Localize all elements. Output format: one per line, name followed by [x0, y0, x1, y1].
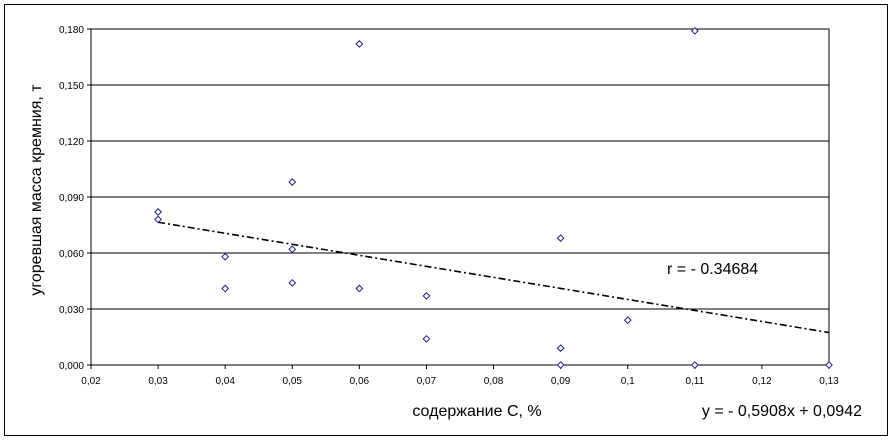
trendline	[157, 221, 830, 334]
data-point	[154, 208, 162, 216]
x-tick-label: 0,11	[685, 376, 704, 387]
x-tick-label: 0,06	[350, 376, 370, 387]
data-point	[221, 284, 230, 293]
y-tick-label: 0,150	[59, 81, 84, 92]
data-point	[355, 284, 364, 293]
x-tick-label: 0,02	[81, 376, 101, 387]
data-point	[288, 245, 297, 254]
data-point	[556, 344, 565, 353]
y-axis-title: угоревшая масса кремния, т	[28, 84, 45, 296]
y-tick-label: 0,000	[59, 361, 84, 372]
x-axis: 0,02 0,03 0,04 0,05 0,06 0,07 0,08 0,09 0,1 0,11 0…	[81, 365, 839, 387]
data-point	[422, 292, 431, 300]
y-tick-label: 0,090	[59, 193, 84, 204]
data-point	[221, 252, 230, 261]
y-tick-label: 0,060	[59, 249, 84, 260]
x-tick-label: 0,07	[417, 376, 437, 387]
data-point	[556, 361, 565, 369]
correlation-label: r = - 0.34684	[667, 261, 758, 278]
data-point	[288, 178, 297, 186]
x-axis-title: содержание С, %	[412, 403, 541, 420]
x-tick-label: 0,04	[215, 376, 235, 387]
data-point	[623, 316, 632, 325]
data-point	[355, 40, 364, 48]
x-tick-label: 0,03	[148, 376, 168, 387]
data-point	[690, 26, 699, 35]
data-point	[154, 215, 162, 224]
x-tick-label: 0,08	[484, 376, 504, 387]
trendline-group	[157, 221, 830, 334]
x-tick-label: 0,12	[752, 376, 772, 387]
data-point	[288, 278, 297, 287]
data-point	[556, 234, 565, 242]
data-points	[154, 26, 833, 369]
data-point	[690, 361, 699, 369]
x-tick-label: 0,13	[819, 376, 839, 387]
y-tick-label: 0,120	[59, 137, 84, 148]
y-tick-label: 0,180	[59, 25, 84, 36]
chart-frame	[4, 4, 888, 436]
x-tick-label: 0,05	[283, 376, 303, 387]
x-tick-label: 0,1	[621, 376, 635, 387]
gridlines	[91, 28, 829, 366]
x-tick-label: 0,09	[551, 376, 571, 387]
data-point	[825, 361, 833, 369]
data-point	[422, 334, 431, 343]
y-axis: 0,000 0,030 0,060 0,090 0,120 0,150 0,180	[59, 25, 91, 372]
y-tick-label: 0,030	[59, 305, 84, 316]
trendline-equation: y = - 0,5908x + 0,0942	[702, 403, 862, 420]
